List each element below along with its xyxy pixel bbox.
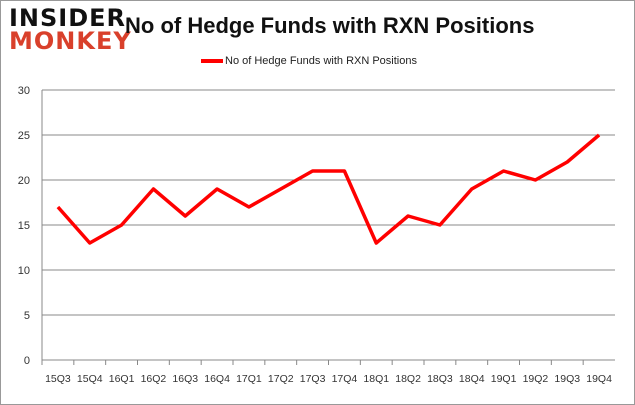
legend-swatch <box>201 59 223 63</box>
x-tick-label: 17Q2 <box>268 373 294 385</box>
chart-title: No of Hedge Funds with RXN Positions <box>125 13 535 38</box>
x-tick-label: 18Q3 <box>427 373 453 385</box>
legend-label: No of Hedge Funds with RXN Positions <box>225 55 417 67</box>
y-tick-label: 30 <box>18 85 30 97</box>
x-tick-label: 19Q2 <box>523 373 549 385</box>
x-tick-label: 19Q3 <box>554 373 580 385</box>
x-tick-label: 18Q1 <box>363 373 389 385</box>
y-tick-label: 5 <box>24 310 30 322</box>
x-tick-label: 17Q1 <box>236 373 262 385</box>
x-tick-label: 18Q2 <box>395 373 421 385</box>
x-tick-label: 16Q4 <box>204 373 230 385</box>
x-tick-label: 16Q3 <box>172 373 198 385</box>
x-tick-label: 19Q4 <box>586 373 612 385</box>
y-tick-label: 20 <box>18 175 30 187</box>
x-tick-label: 17Q4 <box>332 373 358 385</box>
x-tick-label: 16Q2 <box>141 373 167 385</box>
y-tick-label: 15 <box>18 220 30 232</box>
logo-line1: INSIDER <box>9 4 127 32</box>
x-tick-label: 17Q3 <box>300 373 326 385</box>
x-tick-label: 15Q3 <box>45 373 71 385</box>
insider-monkey-logo: INSIDER MONKEY <box>9 4 132 55</box>
y-tick-label: 0 <box>24 355 30 367</box>
y-tick-label: 10 <box>18 265 30 277</box>
x-tick-label: 18Q4 <box>459 373 485 385</box>
x-tick-label: 19Q1 <box>491 373 517 385</box>
legend: No of Hedge Funds with RXN Positions <box>201 55 417 67</box>
y-tick-label: 25 <box>18 130 30 142</box>
logo-line2: MONKEY <box>9 27 132 55</box>
x-tick-label: 15Q4 <box>77 373 103 385</box>
series-line <box>56 133 601 245</box>
x-tick-label: 16Q1 <box>109 373 135 385</box>
